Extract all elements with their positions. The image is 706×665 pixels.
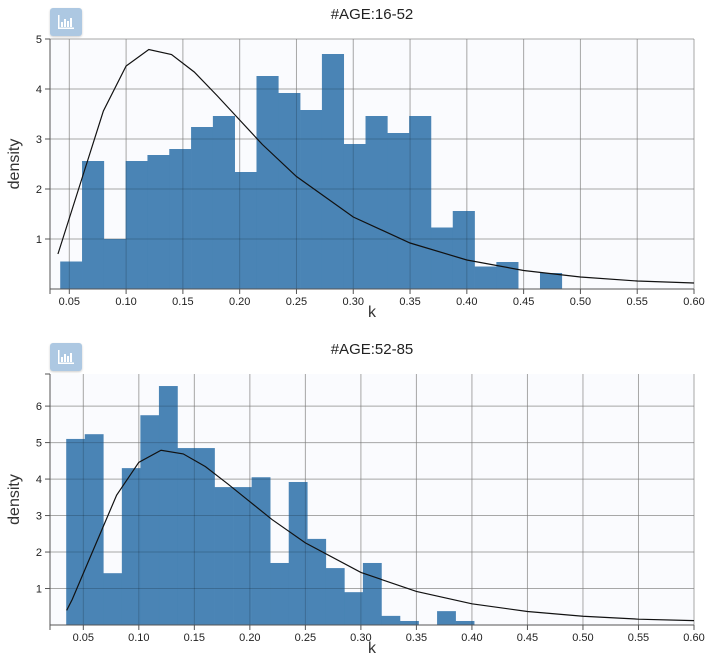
histogram-bar xyxy=(387,133,410,289)
histogram-bar xyxy=(158,386,178,625)
x-axis-label: k xyxy=(368,640,377,657)
x-tick-label: 0.50 xyxy=(570,296,591,308)
y-tick-label: 1 xyxy=(36,234,42,246)
histogram-bar xyxy=(343,144,366,289)
histogram-bar xyxy=(539,273,563,289)
histogram-panel-2: #AGE:52-85 0.05 0.10 0.15 0.20 0.25 0.30 0.35 0… xyxy=(0,335,706,665)
x-tick-label: 0.35 xyxy=(406,632,427,644)
x-tick-label: 0.50 xyxy=(572,632,593,644)
histogram-bar xyxy=(234,172,257,289)
x-tick-label: 0.20 xyxy=(229,296,250,308)
bar-chart-icon xyxy=(58,350,74,364)
histogram-bar xyxy=(103,239,126,289)
x-tick-label: 0.25 xyxy=(286,296,307,308)
histogram-panel-1: #AGE:16-52 0.05 0.10 0.15 0.20 0.25 0.30 0.35 0… xyxy=(0,0,706,330)
x-tick-label: 0.15 xyxy=(172,296,193,308)
histogram-chart: 0.05 0.10 0.15 0.20 0.25 0.30 0.35 0.40 0.45 0.50… xyxy=(6,34,705,321)
histogram-bar xyxy=(399,620,419,625)
y-tick-label: 5 xyxy=(36,34,42,46)
histogram-bar xyxy=(409,116,432,289)
y-axis-label: density xyxy=(6,474,23,525)
x-tick-label: 0.45 xyxy=(517,632,538,644)
x-tick-label: 0.05 xyxy=(59,296,80,308)
x-tick-label: 0.30 xyxy=(343,296,364,308)
histogram-bar xyxy=(270,562,290,625)
histogram-bar xyxy=(288,481,308,625)
histogram-bar xyxy=(381,615,401,625)
x-tick-label: 0.25 xyxy=(295,632,316,644)
x-tick-label: 0.35 xyxy=(399,296,420,308)
histogram-bar xyxy=(103,573,123,625)
histogram-bar xyxy=(212,116,235,289)
x-tick-label: 0.45 xyxy=(513,296,534,308)
histogram-bar xyxy=(256,76,279,289)
y-tick-label: 3 xyxy=(36,511,42,523)
y-tick-label: 5 xyxy=(36,438,42,450)
histogram-bar xyxy=(169,149,192,289)
histogram-bar xyxy=(365,116,388,289)
histogram-bar xyxy=(278,93,301,289)
density-curve xyxy=(66,449,695,622)
x-tick-label: 0.55 xyxy=(628,632,649,644)
x-axis-label: k xyxy=(368,304,377,321)
histogram-bar xyxy=(233,487,252,625)
x-tick-label: 0.15 xyxy=(184,632,205,644)
bar-chart-icon xyxy=(58,15,74,29)
x-tick-label: 0.60 xyxy=(683,296,704,308)
histogram-bar xyxy=(437,611,456,625)
histogram-bar xyxy=(140,415,160,625)
y-tick-label: 4 xyxy=(36,84,42,96)
x-tick-label: 0.10 xyxy=(115,296,136,308)
x-tick-label: 0.05 xyxy=(73,632,94,644)
y-tick-label: 2 xyxy=(36,547,42,559)
histogram-bar xyxy=(300,110,323,289)
x-tick-label: 0.10 xyxy=(128,632,149,644)
histogram-bar xyxy=(66,438,86,625)
histogram-bar xyxy=(474,266,497,289)
histogram-chart: 0.05 0.10 0.15 0.20 0.25 0.30 0.35 0.40 0.45 0.50… xyxy=(6,373,705,657)
histogram-bar xyxy=(84,434,104,625)
y-tick-label: 6 xyxy=(36,401,42,413)
y-tick-label: 2 xyxy=(36,184,42,196)
x-tick-label: 0.60 xyxy=(683,632,704,644)
histogram-bar xyxy=(321,54,345,289)
density-curve xyxy=(57,48,695,284)
histogram-bar xyxy=(191,127,214,289)
histogram-bar xyxy=(60,261,83,289)
histogram-bar xyxy=(307,538,327,625)
chart-title: #AGE:52-85 xyxy=(330,341,414,358)
y-tick-label: 1 xyxy=(36,584,42,596)
x-tick-label: 0.55 xyxy=(626,296,647,308)
histogram-bar xyxy=(455,620,475,625)
x-tick-label: 0.30 xyxy=(350,632,371,644)
histogram-bar xyxy=(147,155,170,289)
histogram-bar xyxy=(125,161,148,289)
y-tick-label: 4 xyxy=(36,474,42,486)
x-tick-label: 0.20 xyxy=(239,632,260,644)
chart-title: #AGE:16-52 xyxy=(330,6,414,23)
histogram-bar xyxy=(344,592,364,625)
histogram-bar xyxy=(430,227,454,289)
histogram-bar xyxy=(251,477,271,625)
x-tick-label: 0.40 xyxy=(461,632,482,644)
y-tick-label: 3 xyxy=(36,134,42,146)
histogram-bar xyxy=(121,468,141,625)
histogram-bar xyxy=(177,448,197,625)
chart-type-button[interactable] xyxy=(50,8,82,36)
x-tick-label: 0.40 xyxy=(456,296,477,308)
chart-type-button[interactable] xyxy=(50,343,82,371)
histogram-bar xyxy=(452,211,475,289)
histogram-bar xyxy=(362,562,382,625)
histogram-bar xyxy=(196,448,215,625)
histogram-bar xyxy=(82,161,105,289)
y-axis-label: density xyxy=(6,139,23,190)
histogram-bar xyxy=(214,487,234,625)
histogram-bar xyxy=(325,568,345,625)
